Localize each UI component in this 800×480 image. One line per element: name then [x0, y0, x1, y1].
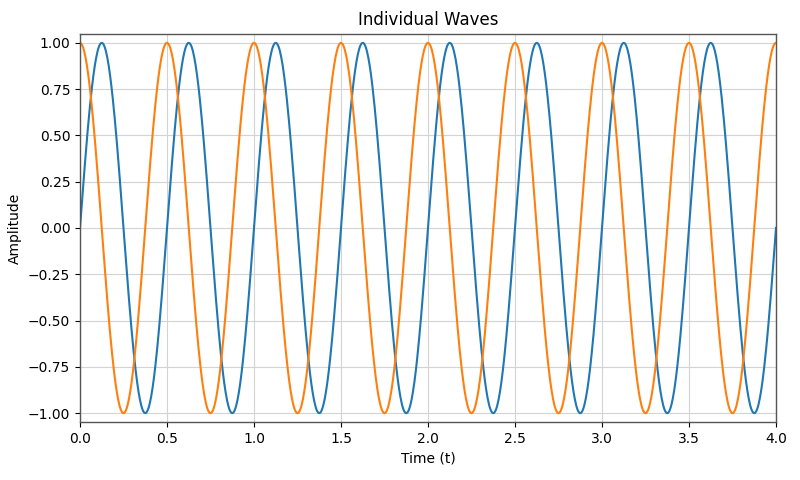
Y-axis label: Amplitude: Amplitude — [8, 192, 22, 264]
Title: Individual Waves: Individual Waves — [358, 11, 498, 29]
X-axis label: Time (t): Time (t) — [401, 452, 455, 466]
